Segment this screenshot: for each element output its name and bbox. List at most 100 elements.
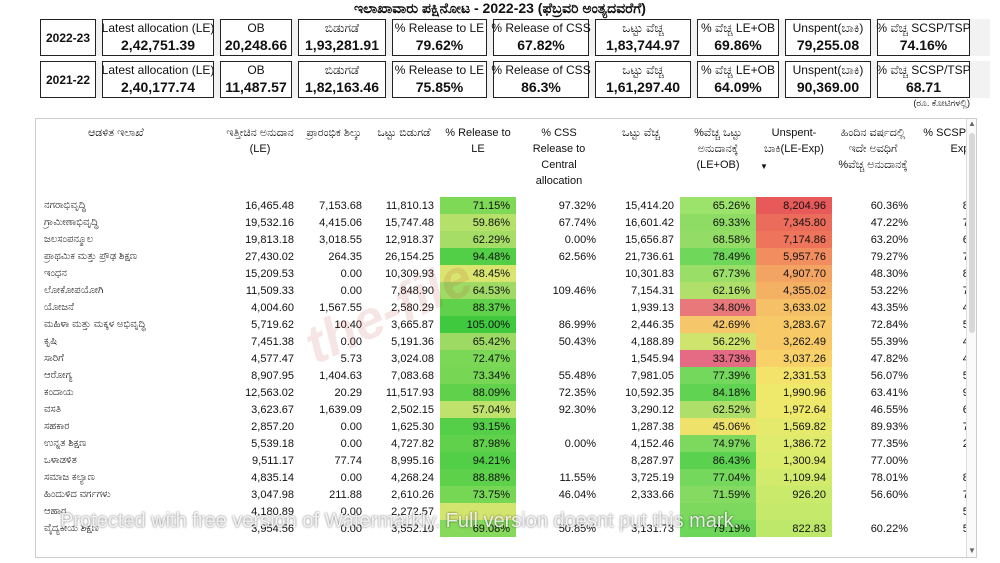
cell-pct-rel: 94.21% <box>440 452 516 469</box>
cell-prev: 48.30% <box>870 267 908 280</box>
table-row[interactable]: ಮಹಿಳಾ ಮತ್ತು ಮಕ್ಕಳ ಅಭಿವೃದ್ಧಿ 5,719.62 10.40… <box>36 316 976 333</box>
table-row[interactable]: ಆಹಾರ4,180.890.002,272.5751.08% <box>36 503 976 520</box>
cell-css: 92.30% <box>558 403 596 416</box>
cell-css <box>516 299 602 316</box>
header-opening-balance[interactable]: ಪ್ರಾರಂಭಿಕ ಶಿಲ್ಕು <box>306 127 362 139</box>
summary-value: 69.86% <box>714 37 762 53</box>
cell-css: 11.55% <box>559 471 597 484</box>
summary-value: 79.62% <box>415 37 464 53</box>
summary-value: 1,82,163.46 <box>305 79 379 95</box>
cell-exp: 7,981.05 <box>631 369 674 382</box>
table-row[interactable]: ಪ್ರಾಥಮಿಕ ಮತ್ತು ಪ್ರೌಢ ಶಿಕ್ಷಣ 27,430.02 264.… <box>36 248 976 265</box>
scroll-up-icon[interactable]: ▲ <box>968 119 976 128</box>
cell-exp: 15,656.87 <box>625 233 674 246</box>
cell-pct-exp: 77.04% <box>680 469 756 486</box>
summary-ob: OB 20,248.66 <box>220 19 292 56</box>
cell-exp: 7,154.31 <box>631 284 674 297</box>
cell-pct-rel: 87.98% <box>440 435 516 452</box>
summary-label: ಬಿಡುಗಡೆ <box>324 63 360 77</box>
cell-pct-exp: 62.52% <box>680 401 756 418</box>
cell-prev: 77.00% <box>870 454 908 467</box>
header-unspent[interactable]: Unspent-ಬಾಕಿ(LE-Exp) ▼ <box>756 119 832 197</box>
header-total-expenditure[interactable]: ಒಟ್ಟು ವೆಚ್ಚ <box>621 127 661 139</box>
summary-value: 74.16% <box>899 37 948 53</box>
cell-le: 7,451.38 <box>251 335 294 348</box>
scroll-down-icon[interactable]: ▼ <box>968 546 976 555</box>
cell-unspent: 4,907.70 <box>756 265 832 282</box>
cell-dept: ಮಹಿಳಾ ಮತ್ತು ಮಕ್ಕಳ ಅಭಿವೃದ್ಧಿ <box>44 319 146 330</box>
cell-le: 4,180.89 <box>251 505 294 518</box>
cell-pct-exp: 67.73% <box>680 265 756 282</box>
cell-dept: ಕಂದಾಯ <box>44 387 74 398</box>
cell-dept: ಸಮಾಜ ಕಲ್ಯಾಣ <box>44 472 95 483</box>
cell-pct-rel: 48.45% <box>440 265 516 282</box>
cell-css: 72.35% <box>558 386 596 399</box>
cell-rel: 4,727.82 <box>391 437 434 450</box>
cell-exp: 3,725.19 <box>631 471 674 484</box>
summary-pct-scsp: % ವೆಚ್ಚ SCSP/TSP 74.16% <box>876 19 971 56</box>
table-row[interactable]: ಸಮಾಜ ಕಲ್ಯಾಣ 4,835.14 0.00 4,268.24 88.88% 11.… <box>36 469 976 486</box>
summary-pct-css: % Release of CSS 86.3% <box>491 61 591 98</box>
header-scsp-tsp[interactable]: % SCSP+ TSP Exp <box>923 127 976 155</box>
cell-css: 62.56% <box>558 250 596 263</box>
cell-ob: 77.74 <box>334 454 362 467</box>
cell-pct-rel: 88.88% <box>440 469 516 486</box>
cell-ob: 0.00 <box>340 505 362 518</box>
cell-unspent: 5,957.76 <box>756 248 832 265</box>
summary-label: % Release of CSS <box>491 63 591 77</box>
cell-rel: 3,024.08 <box>391 352 434 365</box>
header-latest-allocation[interactable]: ಇತ್ತೀಚಿನ ಅನುದಾನ (LE) <box>226 127 294 155</box>
table-row[interactable]: ನಗರಾಭಿವೃದ್ಧಿ 16,465.48 7,153.68 11,810.13 71… <box>36 197 976 214</box>
summary-label: % Release to LE <box>394 63 485 77</box>
table-row[interactable]: ಇಂಧನ 15,209.53 0.00 10,309.93 48.45% 10,301.8… <box>36 265 976 282</box>
header-department[interactable]: ಆಡಳಿತ ಇಲಾಖೆ <box>88 127 144 139</box>
cell-exp: 10,592.35 <box>625 386 674 399</box>
cell-rel: 2,502.15 <box>391 403 434 416</box>
sort-desc-icon[interactable]: ▼ <box>760 162 768 171</box>
cell-dept: ವಸತಿ <box>44 404 62 415</box>
cell-prev: 43.35% <box>870 301 908 314</box>
cell-rel: 1,625.30 <box>391 420 434 433</box>
table-row[interactable]: ಸಾರಿಗೆ 4,577.47 5.73 3,024.08 72.47% 1,545.94… <box>36 350 976 367</box>
table-row[interactable]: ಕೃಷಿ 7,451.38 0.00 5,191.36 65.42% 50.43% 4,18… <box>36 333 976 350</box>
header-pct-expenditure[interactable]: %ವೆಚ್ಚ ಒಟ್ಟು ಅನುದಾನಕ್ಕೆ (LE+OB) <box>694 127 742 171</box>
summary-value: 11,487.57 <box>225 79 287 95</box>
header-prev-year-pct[interactable]: ಹಿಂದಿನ ವರ್ಷದಲ್ಲಿ ಇದೇ ಅವಧಿಗೆ %ವೆಚ್ಚ ಅನುದಾ… <box>838 127 908 171</box>
cell-prev: 47.22% <box>870 216 908 229</box>
table-row[interactable]: ಯೋಜನೆ 4,004.60 1,567.55 2,580.29 88.37% 1,939… <box>36 299 976 316</box>
cell-dept: ಒಳಾಡಳಿತ <box>44 455 77 466</box>
cell-exp: 15,414.20 <box>625 199 674 212</box>
summary-label: Latest allocation (LE) <box>101 63 215 77</box>
department-table-panel[interactable]: ಆಡಳಿತ ಇಲಾಖೆ ಇತ್ತೀಚಿನ ಅನುದಾನ (LE) ಪ್ರಾರಂಭ… <box>35 118 977 558</box>
summary-year: 2022-23 <box>40 19 96 56</box>
header-css-release[interactable]: % CSS Release to Central allocation <box>532 127 586 187</box>
cell-dept: ಇಂಧನ <box>44 268 67 279</box>
cell-dept: ಆರೋಗ್ಯ <box>44 370 73 381</box>
scrollbar-thumb[interactable] <box>969 133 975 333</box>
table-row[interactable]: ಆರೋಗ್ಯ 8,907.95 1,404.63 7,083.68 73.34% 55.4… <box>36 367 976 384</box>
cell-rel: 2,610.26 <box>391 488 434 501</box>
summary-unspent: Unspent(ಬಾಕಿ) 79,255.08 <box>785 19 871 56</box>
cell-prev: 79.27% <box>870 250 908 263</box>
cell-prev: 56.60% <box>870 488 908 501</box>
table-row[interactable]: ಒಳಾಡಳಿತ 9,511.17 77.74 8,995.16 94.21% 8,287.… <box>36 452 976 469</box>
table-row[interactable]: ಗ್ರಾಮೀಣಾಭಿವೃದ್ಧಿ 19,532.16 4,415.06 15,747.… <box>36 214 976 231</box>
cell-prev: 78.01% <box>870 471 908 484</box>
summary-unspent: Unspent(ಬಾಕಿ) 90,369.00 <box>785 61 871 98</box>
table-row[interactable]: ಹಿಂದುಳಿದ ವರ್ಗಗಳು 3,047.98 211.88 2,610.26 73… <box>36 486 976 503</box>
table-row[interactable]: ವೈದ್ಯಕೀಯ ಶಿಕ್ಷಣ 3,954.56 0.00 3,552.10 69.08… <box>36 520 976 537</box>
vertical-scrollbar[interactable]: ▲ ▼ <box>966 119 976 557</box>
header-total-release[interactable]: ಒಟ್ಟು ಬಿಡುಗಡೆ <box>377 127 431 139</box>
table-row[interactable]: ವಸತಿ 3,623.67 1,639.09 2,502.15 57.04% 92.30%… <box>36 401 976 418</box>
header-pct-release[interactable]: % Release to LE <box>445 127 511 155</box>
cell-ob: 4,415.06 <box>319 216 362 229</box>
table-row[interactable]: ಕಂದಾಯ 12,563.02 20.29 11,517.93 88.09% 72.35%… <box>36 384 976 401</box>
summary-value: 1,83,744.97 <box>606 37 680 53</box>
cell-pct-exp: 86.43% <box>680 452 756 469</box>
cell-ob: 1,567.55 <box>319 301 362 314</box>
table-row[interactable]: ಉನ್ನತ ಶಿಕ್ಷಣ 5,539.18 0.00 4,727.82 87.98% 0.… <box>36 435 976 452</box>
cell-le: 3,047.98 <box>251 488 294 501</box>
table-row[interactable]: ಲೋಕೋಪಯೋಗಿ 11,509.33 0.00 7,848.90 64.53% 109.… <box>36 282 976 299</box>
table-row[interactable]: ಜಲಸಂಪನ್ಮೂಲ 19,813.18 3,018.55 12,918.37 62.2… <box>36 231 976 248</box>
table-row[interactable]: ಸಹಕಾರ 2,857.20 0.00 1,625.30 93.15% 1,287.38 4… <box>36 418 976 435</box>
